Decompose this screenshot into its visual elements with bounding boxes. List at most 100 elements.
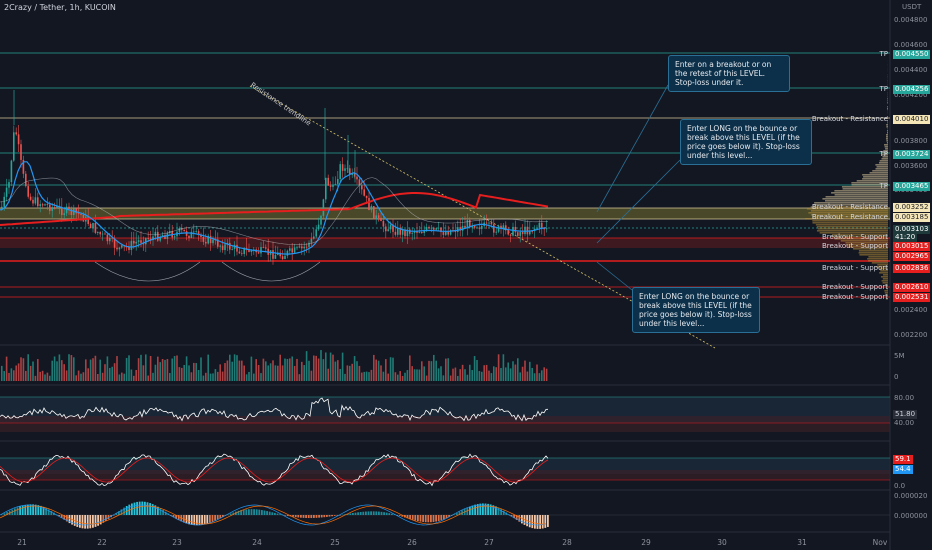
candle-body [380, 217, 382, 221]
macd-bar [144, 501, 146, 515]
volume-bar [344, 373, 346, 381]
candle-body [94, 223, 97, 233]
macd-bar [102, 515, 105, 523]
macd-bar [292, 515, 294, 517]
candle-body [370, 206, 373, 211]
macd-bar [229, 513, 232, 515]
macd-bar [531, 515, 534, 529]
stoch-d-line [0, 457, 549, 483]
candle-body [250, 250, 253, 252]
candle-body [5, 187, 8, 197]
candle-body [344, 168, 346, 171]
candle-body [209, 235, 212, 244]
candle-body [34, 197, 37, 204]
volume-bar [267, 365, 269, 381]
support-zone[interactable] [0, 238, 890, 248]
resistance-zone[interactable] [0, 208, 890, 219]
candle-body [377, 215, 380, 218]
macd-bar [380, 511, 383, 515]
macd-bar [391, 513, 393, 515]
volume-profile-bar [841, 186, 888, 188]
volume-bar [457, 375, 459, 381]
volume-bar [128, 355, 130, 381]
candle-body [349, 168, 351, 175]
volume-profile-bar [884, 144, 888, 146]
macd-bar [240, 510, 242, 515]
macd-bar [435, 515, 437, 522]
time-axis[interactable]: 21 22 23 24 25 26 27 28 29 30 31 Nov [17, 538, 888, 547]
macd-bar [58, 515, 60, 517]
macd-bar [331, 515, 333, 517]
candle-body [89, 224, 92, 229]
volume-bar [291, 356, 293, 381]
volume-bar [464, 369, 466, 381]
volume-bar [92, 358, 94, 381]
callout-long-note[interactable]: Enter LONG on the bounce or break above … [680, 119, 812, 165]
candle-body [507, 229, 509, 235]
volume-bar [145, 354, 147, 381]
volume-bar [200, 357, 202, 381]
macd-bar [385, 512, 388, 515]
candle-body [514, 226, 517, 233]
volume-profile-bar [886, 134, 888, 136]
volume-bar [190, 372, 193, 381]
macd-signal-line [0, 505, 547, 525]
volume-bar [447, 358, 449, 381]
candle-body [416, 231, 418, 233]
candle-body [502, 225, 505, 230]
macd-bar [50, 510, 53, 515]
volume-bar [425, 375, 428, 381]
candle-body [293, 247, 296, 253]
volume-bar [207, 354, 209, 381]
volume-bar [327, 368, 329, 381]
volume-bar [214, 369, 217, 381]
volume-bar [301, 361, 303, 381]
volume-bar [49, 375, 51, 381]
macd-bar [492, 505, 495, 515]
callout-pointer-top [596, 84, 669, 213]
level-value-tag: 0.004010 [893, 115, 931, 124]
macd-bar [250, 509, 253, 515]
candle-body [164, 235, 166, 239]
volume-bar [82, 372, 85, 381]
volume-profile-bar [882, 152, 888, 154]
volume-profile-bar [816, 226, 888, 228]
volume-bar [351, 363, 353, 381]
macd-bar [461, 510, 463, 515]
price-tick: 0.004200 [894, 91, 927, 99]
volume-bar [524, 360, 526, 381]
macd-bar [430, 515, 432, 523]
volume-profile-bar [880, 276, 888, 278]
candle-body [147, 238, 149, 239]
ema-white-line [0, 177, 548, 245]
volume-bar [382, 371, 385, 381]
macd-bar [60, 515, 63, 518]
volume-bar [130, 369, 133, 381]
symbol-title[interactable]: 2Crazy / Tether, 1h, KUCOIN [4, 3, 116, 12]
price-tick: 0.003800 [894, 137, 927, 145]
volume-bar [253, 373, 255, 381]
volume-profile-bar [856, 180, 888, 182]
candle-body [140, 240, 142, 243]
volume-profile-bar [886, 140, 888, 142]
candle-body [392, 224, 394, 232]
candle-body [433, 227, 435, 230]
volume-profile-bar [887, 130, 888, 132]
candle-body [543, 228, 545, 230]
macd-bar [453, 514, 456, 516]
candle-body [37, 197, 39, 207]
volume-bar [368, 372, 370, 381]
macd-bar [521, 515, 523, 524]
volume-bar [161, 358, 164, 381]
macd-bar [476, 504, 479, 515]
candle-body [128, 246, 130, 250]
macd-bar [120, 509, 123, 515]
level-value-tag: 0.002610 [893, 283, 931, 292]
volume-profile-bar [875, 266, 888, 268]
volume-bar [363, 371, 365, 381]
callout-breakout-note[interactable]: Enter on a breakout or on the retest of … [668, 55, 790, 92]
volume-profile-bar [862, 174, 888, 176]
callout-support-note[interactable]: Enter LONG on the bounce or break above … [632, 287, 760, 333]
volume-bar [257, 365, 260, 381]
